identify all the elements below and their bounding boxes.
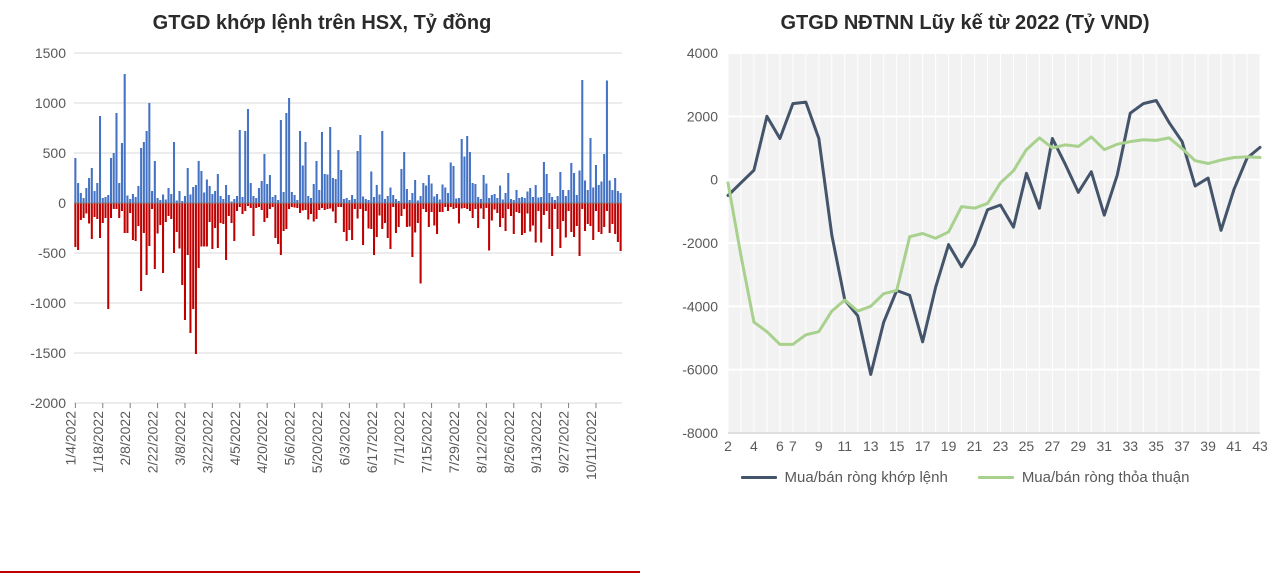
svg-text:43: 43 (1252, 438, 1268, 454)
svg-text:1500: 1500 (35, 45, 66, 61)
svg-text:7/1/2022: 7/1/2022 (391, 411, 407, 466)
svg-text:9/27/2022: 9/27/2022 (556, 411, 572, 473)
legend-label-1: Mua/bán ròng thỏa thuận (1022, 469, 1190, 486)
svg-text:33: 33 (1122, 438, 1138, 454)
svg-text:-6000: -6000 (682, 362, 718, 378)
right-chart-svg: -8000 -6000 -4000 -2000 0 2000 4000 2 4 67 9 11 13 15… (660, 43, 1270, 463)
left-title: GTGD khớp lệnh trên HSX, Tỷ đồng (14, 8, 630, 43)
svg-text:2: 2 (724, 438, 732, 454)
svg-text:8/26/2022: 8/26/2022 (501, 411, 517, 473)
legend-label-0: Mua/bán ròng khớp lệnh (785, 469, 948, 486)
svg-text:7/29/2022: 7/29/2022 (446, 411, 462, 473)
right-title: GTGD NĐTNN Lũy kế từ 2022 (Tỷ VND) (660, 8, 1270, 43)
svg-text:10/11/2022: 10/11/2022 (583, 411, 599, 480)
svg-text:-1000: -1000 (30, 295, 66, 311)
left-panel: GTGD khớp lệnh trên HSX, Tỷ đồng -2000 -1… (0, 0, 640, 573)
svg-text:15: 15 (889, 438, 905, 454)
svg-text:6/3/2022: 6/3/2022 (336, 411, 352, 466)
svg-text:29: 29 (1071, 438, 1087, 454)
svg-text:39: 39 (1200, 438, 1216, 454)
svg-text:3/22/2022: 3/22/2022 (199, 411, 215, 473)
svg-text:31: 31 (1097, 438, 1113, 454)
svg-text:37: 37 (1174, 438, 1190, 454)
svg-text:35: 35 (1148, 438, 1164, 454)
svg-text:4/20/2022: 4/20/2022 (254, 411, 270, 473)
svg-text:25: 25 (1019, 438, 1035, 454)
svg-text:1000: 1000 (35, 95, 66, 111)
svg-text:1/4/2022: 1/4/2022 (62, 411, 78, 466)
svg-text:-500: -500 (38, 245, 66, 261)
svg-text:27: 27 (1045, 438, 1061, 454)
svg-text:6: 6 (776, 438, 784, 454)
legend-swatch-0 (741, 476, 777, 479)
page-root: GTGD khớp lệnh trên HSX, Tỷ đồng -2000 -1… (0, 0, 1280, 573)
svg-text:3/8/2022: 3/8/2022 (172, 411, 188, 466)
svg-text:9: 9 (815, 438, 823, 454)
svg-text:2/22/2022: 2/22/2022 (145, 411, 161, 473)
svg-text:23: 23 (993, 438, 1009, 454)
svg-text:9/13/2022: 9/13/2022 (528, 411, 544, 473)
svg-text:11: 11 (838, 438, 853, 454)
left-chart-svg: -2000 -1500 -1000 -500 0 500 1000 1500 1/4/2022 1… (14, 43, 630, 513)
svg-text:4/5/2022: 4/5/2022 (227, 411, 243, 466)
svg-text:4: 4 (750, 438, 758, 454)
svg-text:13: 13 (863, 438, 879, 454)
svg-text:7/15/2022: 7/15/2022 (419, 411, 435, 473)
svg-text:-4000: -4000 (682, 298, 718, 314)
svg-text:5/20/2022: 5/20/2022 (309, 411, 325, 473)
right-legend: Mua/bán ròng khớp lệnh Mua/bán ròng thỏa… (660, 463, 1270, 486)
svg-text:21: 21 (967, 438, 983, 454)
svg-text:7: 7 (789, 438, 797, 454)
svg-text:2/8/2022: 2/8/2022 (117, 411, 133, 466)
svg-text:17: 17 (915, 438, 931, 454)
svg-text:4000: 4000 (687, 45, 718, 61)
svg-text:-8000: -8000 (682, 425, 718, 441)
svg-text:0: 0 (58, 195, 66, 211)
svg-text:41: 41 (1226, 438, 1242, 454)
right-panel: GTGD NĐTNN Lũy kế từ 2022 (Tỷ VND) -8000… (640, 0, 1280, 573)
svg-text:0: 0 (710, 172, 718, 188)
svg-text:-2000: -2000 (682, 235, 718, 251)
svg-text:19: 19 (941, 438, 957, 454)
svg-text:2000: 2000 (687, 108, 718, 124)
legend-swatch-1 (978, 476, 1014, 479)
svg-text:500: 500 (43, 145, 67, 161)
svg-text:-1500: -1500 (30, 345, 66, 361)
svg-text:5/6/2022: 5/6/2022 (282, 411, 298, 466)
legend-item-khop-lenh: Mua/bán ròng khớp lệnh (741, 469, 948, 486)
svg-text:6/17/2022: 6/17/2022 (364, 411, 380, 473)
svg-text:1/18/2022: 1/18/2022 (90, 411, 106, 473)
legend-item-thoa-thuan: Mua/bán ròng thỏa thuận (978, 469, 1190, 486)
left-bar-chart: -2000 -1500 -1000 -500 0 500 1000 1500 1/4/2022 1… (14, 43, 630, 513)
right-line-chart: -8000 -6000 -4000 -2000 0 2000 4000 2 4 67 9 11 13 15… (660, 43, 1270, 463)
svg-text:8/12/2022: 8/12/2022 (473, 411, 489, 473)
svg-text:-2000: -2000 (30, 395, 66, 411)
